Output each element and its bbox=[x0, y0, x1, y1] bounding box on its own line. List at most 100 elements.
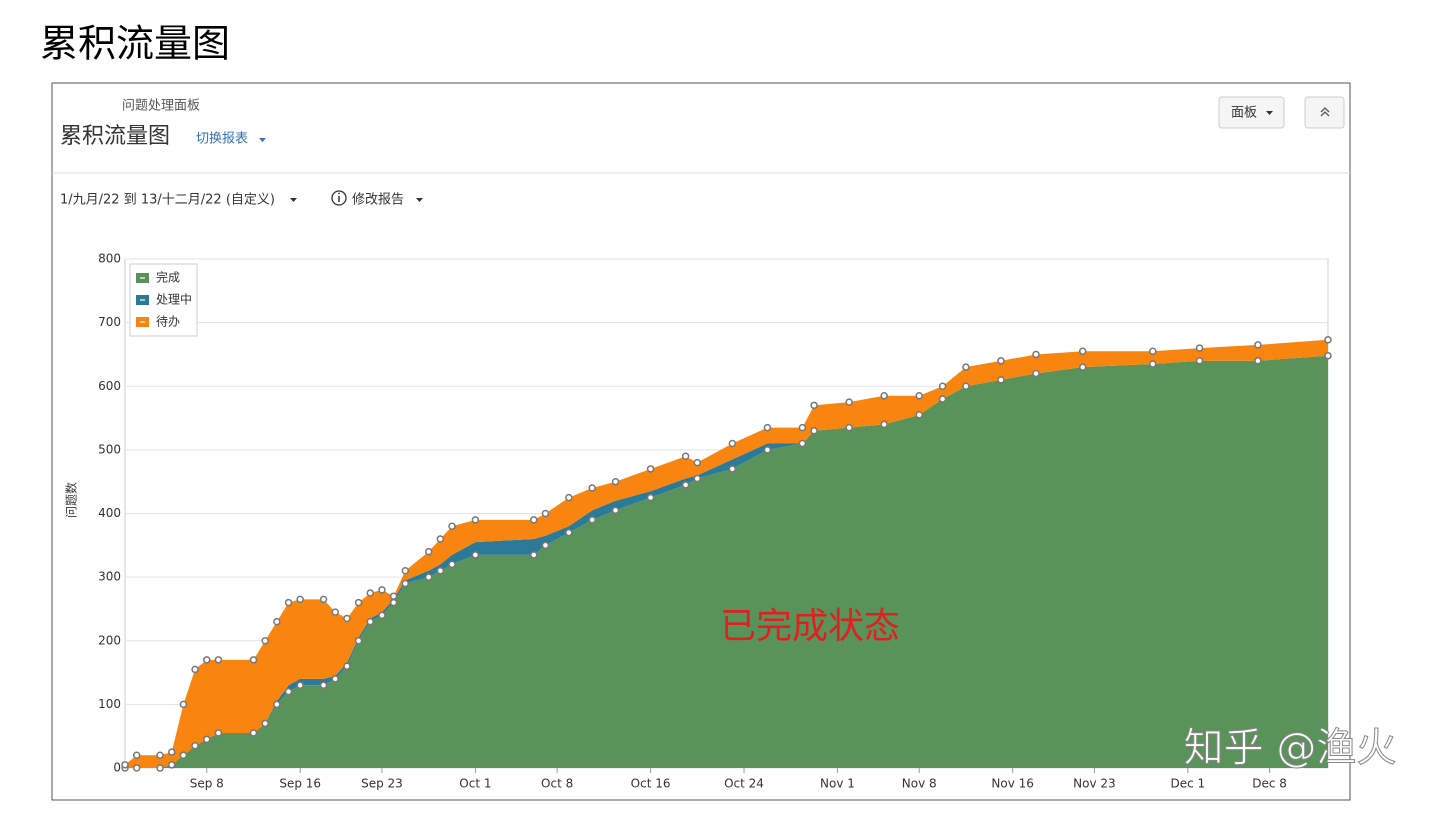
point bbox=[331, 675, 339, 683]
x-tick-label: Nov 23 bbox=[1073, 777, 1116, 791]
x-tick-label: Dec 1 bbox=[1171, 777, 1206, 791]
point bbox=[646, 493, 655, 502]
y-tick-label: 700 bbox=[98, 315, 121, 329]
point bbox=[915, 411, 923, 419]
x-tick-label: Nov 8 bbox=[902, 777, 937, 791]
point bbox=[378, 586, 386, 594]
point bbox=[530, 551, 538, 559]
point bbox=[121, 761, 129, 769]
point bbox=[273, 700, 281, 709]
point bbox=[1324, 351, 1332, 360]
point bbox=[541, 509, 550, 518]
point bbox=[354, 637, 363, 645]
area bbox=[125, 339, 1328, 768]
point bbox=[845, 423, 853, 432]
point bbox=[424, 547, 433, 556]
board-button[interactable] bbox=[1218, 96, 1285, 129]
point bbox=[1254, 357, 1262, 365]
y-tick-label: 800 bbox=[98, 252, 121, 266]
point bbox=[880, 420, 888, 429]
y-tick-label: 200 bbox=[98, 633, 121, 647]
point bbox=[214, 656, 223, 664]
point bbox=[1195, 344, 1204, 352]
point bbox=[588, 516, 596, 524]
point bbox=[1032, 350, 1040, 359]
point bbox=[1078, 347, 1087, 356]
point bbox=[401, 567, 410, 575]
y-tick-label: 500 bbox=[98, 442, 121, 456]
caret bbox=[416, 198, 423, 202]
point bbox=[284, 687, 293, 696]
info-icon bbox=[331, 190, 347, 206]
point bbox=[249, 656, 258, 664]
breadcrumb[interactable]: 问题处理面板 bbox=[122, 99, 200, 114]
point bbox=[693, 474, 702, 483]
point bbox=[565, 493, 573, 502]
point bbox=[296, 595, 304, 604]
point bbox=[471, 516, 480, 524]
point bbox=[693, 458, 702, 467]
date-range[interactable]: 1/九月/22 到 13/十二月/22 (自定义) bbox=[60, 193, 275, 208]
legend-label: 处理中 bbox=[156, 292, 192, 307]
annotation: 已完成状态 bbox=[720, 606, 900, 647]
point bbox=[261, 637, 269, 645]
point bbox=[915, 392, 923, 400]
x-tick-label: Sep 16 bbox=[279, 777, 321, 791]
point bbox=[203, 656, 211, 664]
point bbox=[845, 398, 853, 406]
point bbox=[273, 617, 281, 626]
point bbox=[1032, 369, 1040, 378]
caret bbox=[259, 138, 266, 142]
point bbox=[1149, 360, 1157, 368]
collapse-icon bbox=[1320, 107, 1330, 117]
y-tick-label: 100 bbox=[98, 697, 121, 711]
point bbox=[541, 541, 550, 550]
point bbox=[810, 401, 818, 410]
point bbox=[1254, 341, 1262, 349]
point bbox=[962, 363, 970, 371]
point bbox=[179, 751, 188, 760]
edit-report[interactable]: 修改报告 bbox=[352, 193, 404, 208]
point bbox=[319, 595, 328, 604]
point bbox=[1195, 357, 1204, 365]
point bbox=[284, 598, 293, 607]
watermark: 知乎 @渔火 bbox=[1184, 725, 1397, 771]
point bbox=[132, 751, 141, 760]
x-tick-label: Oct 8 bbox=[541, 777, 573, 791]
x-tick-label: Sep 8 bbox=[190, 777, 224, 791]
x-tick-label: Oct 24 bbox=[724, 777, 764, 791]
point bbox=[156, 751, 164, 760]
point bbox=[296, 681, 304, 690]
board-button-label[interactable]: 面板 bbox=[1231, 106, 1257, 121]
point bbox=[319, 681, 328, 690]
caret bbox=[290, 198, 297, 202]
switch-report[interactable]: 切换报表 bbox=[196, 132, 248, 147]
caret bbox=[1266, 111, 1273, 115]
point bbox=[763, 446, 772, 454]
point bbox=[401, 579, 410, 588]
point bbox=[249, 729, 258, 737]
point bbox=[997, 357, 1005, 365]
point bbox=[938, 395, 947, 403]
x-tick-label: Dec 8 bbox=[1252, 777, 1287, 791]
point bbox=[880, 392, 888, 400]
point bbox=[728, 439, 737, 448]
point bbox=[798, 423, 807, 432]
point bbox=[1324, 336, 1332, 344]
point bbox=[156, 764, 164, 772]
point bbox=[331, 608, 339, 616]
point bbox=[530, 516, 538, 524]
point bbox=[203, 735, 211, 744]
point bbox=[681, 481, 690, 489]
y-tick-label: 600 bbox=[98, 379, 121, 393]
point bbox=[366, 617, 375, 626]
x-tick-label: Oct 1 bbox=[459, 777, 491, 791]
point bbox=[1078, 363, 1087, 371]
y-tick-label: 300 bbox=[98, 570, 121, 584]
point bbox=[798, 439, 807, 448]
y-axis-label: 问题数 bbox=[64, 482, 79, 518]
point bbox=[354, 598, 363, 607]
area bbox=[125, 355, 1328, 768]
